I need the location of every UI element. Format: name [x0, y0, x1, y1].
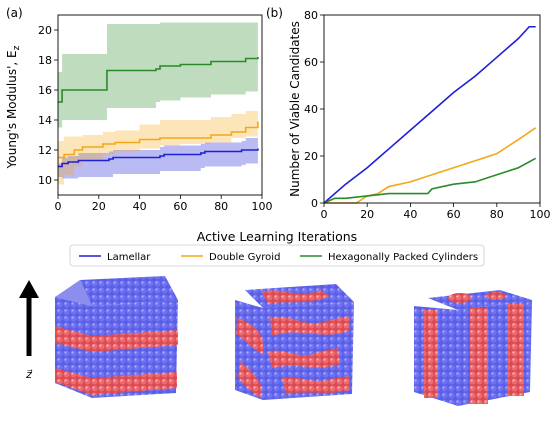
render-gyroid-red-3	[270, 316, 350, 336]
y-tick-label-a: 16	[38, 84, 52, 97]
line-lamellar	[323, 25, 536, 204]
render-lamellar-red-layer-2	[55, 368, 177, 395]
y-tick-label-a: 18	[38, 54, 52, 67]
x-tick-label-a: 80	[214, 200, 228, 213]
x-tick-label-a: 20	[92, 200, 106, 213]
line-hexagonally-packed-cylinders	[323, 157, 537, 204]
line-double-gyroid	[58, 121, 259, 159]
x-ticks-b: 0 20 40 60 80 100	[321, 203, 551, 221]
legend-label-hexagonally-packed-cylinders: Hexagonally Packed Cylinders	[328, 252, 478, 263]
x-tick-label-a: 100	[252, 200, 273, 213]
x-tick-label-a: 0	[55, 200, 62, 213]
render-gyroid-red-2	[236, 318, 263, 354]
line-hexagonally-packed-cylinders	[58, 57, 259, 103]
x-tick-label-b: 40	[403, 208, 417, 221]
x-tick-label-b: 0	[321, 208, 328, 221]
x-ticks-a: 0 20 40 60 80 100	[55, 195, 273, 213]
legend: Lamellar Double Gyroid Hexagonally Packe…	[69, 244, 485, 267]
arrow-head	[19, 280, 39, 298]
render-gyroid-red-5	[238, 362, 262, 398]
panel-label-a: (a)	[6, 6, 23, 20]
y-tick-label-a: 14	[38, 114, 52, 127]
series-lines	[323, 25, 537, 204]
series-lines	[58, 57, 259, 168]
y-axis-label-b: Number of Viable Candidates	[288, 21, 302, 197]
chart-panel-b: (b) 0 20 40 60 80 100 0 20 40 60 80 Number of Via…	[266, 6, 551, 221]
x-tick-label-b: 80	[490, 208, 504, 221]
z-direction-arrow: z⃗	[19, 280, 39, 381]
line-lamellar	[58, 148, 259, 168]
y-ticks-a: 10 12 14 16 18 20	[38, 24, 58, 187]
render-double-gyroid	[235, 284, 354, 400]
y-ticks-b: 0 20 40 60 80	[304, 9, 324, 210]
legend-box	[69, 244, 485, 267]
render-gyroid-red-1	[262, 290, 330, 304]
legend-label-lamellar: Lamellar	[107, 252, 151, 263]
y-tick-label-b: 80	[304, 9, 318, 22]
x-axis-label: Active Learning Iterations	[197, 229, 357, 244]
x-tick-label-b: 60	[447, 208, 461, 221]
y-tick-label-b: 20	[304, 150, 318, 163]
y-tick-label-a: 12	[38, 144, 52, 157]
render-lamellar-corner	[55, 280, 92, 306]
render-cylinders-red-top-1	[448, 293, 472, 303]
y-axis-label-a: Young's Modulus', Ez	[5, 45, 22, 169]
render-gyroid-red-4	[268, 348, 340, 368]
legend-label-double-gyroid: Double Gyroid	[209, 252, 280, 263]
x-tick-label-a: 60	[173, 200, 187, 213]
render-gyroid-red-6	[282, 376, 350, 394]
y-tick-label-b: 40	[304, 103, 318, 116]
plot-frame-a	[57, 14, 263, 196]
render-cylinders-red-1	[424, 310, 438, 398]
render-lamellar-red-layer-1	[55, 326, 178, 352]
z-axis-label: z⃗	[25, 368, 33, 381]
x-tick-label-b: 20	[360, 208, 374, 221]
render-cylinders-top	[428, 290, 532, 310]
render-cylinders-red-2	[470, 308, 488, 404]
x-tick-label-a: 40	[133, 200, 147, 213]
line-double-gyroid	[324, 127, 537, 204]
render-cylinders-red-top-2	[486, 292, 506, 300]
render-hexagonally-packed-cylinders	[414, 290, 532, 406]
y-tick-label-b: 0	[311, 197, 318, 210]
chart-panel-a: (a) 0 20 40 60 80 100 10 12 14 16 18 20 Young's Mo…	[5, 6, 273, 213]
y-tick-label-b: 60	[304, 56, 318, 69]
band-double-gyroid	[58, 108, 258, 185]
panel-label-b: (b)	[266, 6, 283, 20]
render-lamellar-top	[80, 276, 178, 306]
x-tick-label-b: 100	[530, 208, 551, 221]
render-lamellar	[55, 276, 178, 398]
y-tick-label-a: 10	[38, 174, 52, 187]
render-cylinders-red-3	[508, 304, 524, 396]
y-tick-label-a: 20	[38, 24, 52, 37]
band-hexagonally-packed-cylinders	[58, 22, 258, 128]
